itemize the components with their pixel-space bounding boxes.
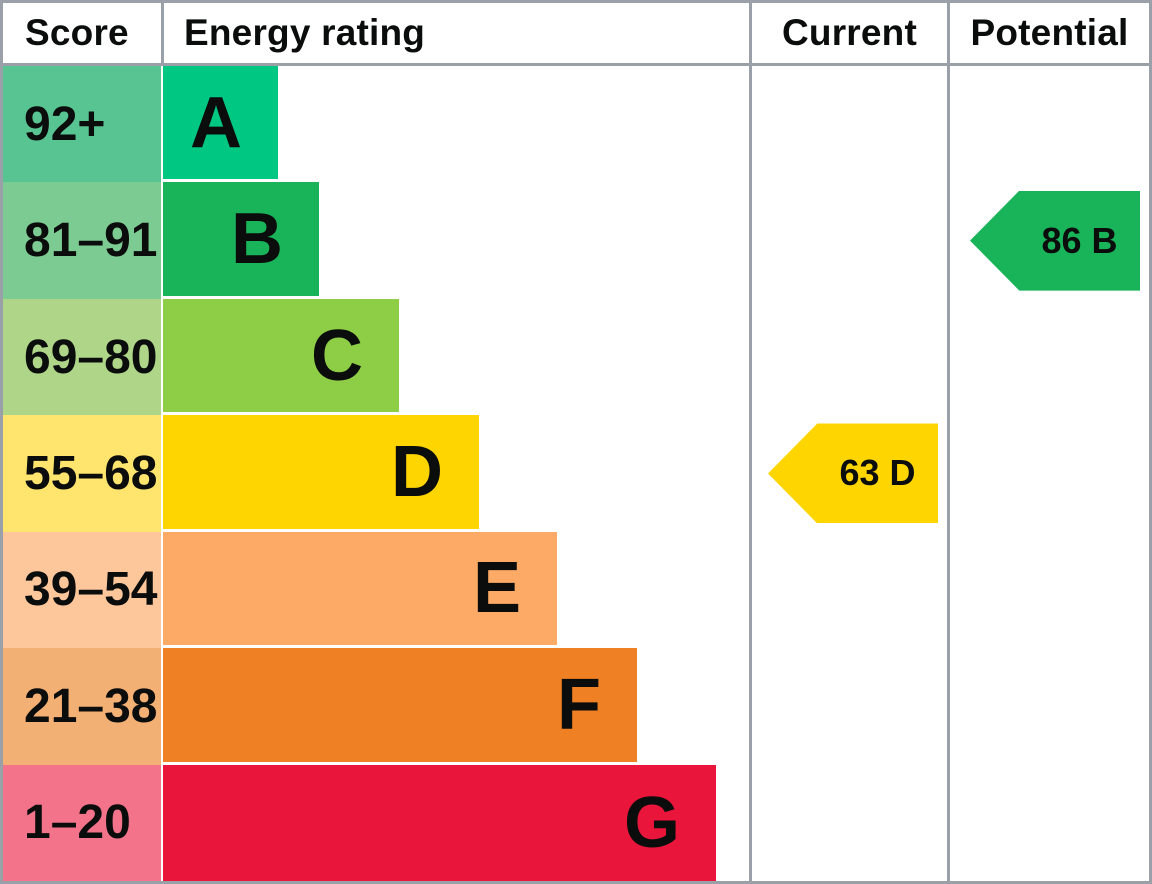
- rating-bar: C: [163, 298, 399, 413]
- header-score-label: Score: [25, 12, 129, 53]
- rating-bar: B: [163, 182, 319, 296]
- band-row-d: 55–68 D: [3, 415, 749, 532]
- current-arrow-label: 63 D: [839, 452, 916, 494]
- header-current: Current: [749, 3, 947, 63]
- potential-column: 86 B: [947, 66, 1149, 881]
- band-row-a: 92+ A: [3, 66, 749, 183]
- current-column: 63 D: [749, 66, 947, 881]
- score-range-label: 81–91: [24, 214, 158, 268]
- rating-letter: A: [190, 82, 242, 163]
- score-range-label: 21–38: [24, 679, 158, 733]
- bar-area: E: [161, 531, 749, 649]
- rating-letter: D: [391, 431, 443, 512]
- rating-letter: E: [472, 548, 521, 629]
- score-cell: 69–80: [3, 298, 161, 416]
- band-row-b: 81–91 B: [3, 182, 749, 299]
- rating-bar: F: [163, 648, 637, 762]
- bar-area: F: [161, 648, 749, 765]
- header-energy-rating-label: Energy rating: [184, 12, 426, 53]
- bar-area: D: [161, 415, 749, 532]
- current-arrow: 63 D: [768, 423, 938, 524]
- rating-bar: D: [163, 415, 479, 529]
- potential-arrow-label: 86 B: [1041, 219, 1118, 261]
- rating-letter: F: [557, 664, 601, 745]
- header-potential: Potential: [947, 3, 1149, 63]
- bar-area: A: [161, 66, 749, 183]
- header-current-label: Current: [781, 12, 918, 53]
- header-potential-label: Potential: [970, 12, 1129, 53]
- score-cell: 92+: [3, 66, 161, 183]
- score-range-label: 92+: [24, 97, 106, 151]
- score-cell: 55–68: [3, 415, 161, 532]
- header-energy-rating: Energy rating: [164, 3, 749, 63]
- rating-letter: G: [623, 782, 680, 863]
- header-row: Score Energy rating Current Potential: [3, 3, 1149, 66]
- score-cell: 39–54: [3, 531, 161, 649]
- band-row-c: 69–80 C: [3, 298, 749, 416]
- header-score: Score: [3, 3, 164, 63]
- potential-arrow: 86 B: [970, 190, 1140, 291]
- score-range-label: 55–68: [24, 446, 158, 500]
- score-range-label: 69–80: [24, 330, 158, 384]
- score-cell: 81–91: [3, 182, 161, 299]
- band-row-g: 1–20 G: [3, 764, 749, 881]
- score-cell: 1–20: [3, 764, 161, 881]
- rating-bar: A: [163, 66, 278, 180]
- band-row-f: 21–38 F: [3, 648, 749, 765]
- rating-bar: G: [163, 764, 716, 881]
- rating-letter: B: [231, 199, 283, 280]
- score-range-label: 1–20: [24, 796, 131, 850]
- rating-letter: C: [311, 315, 363, 396]
- score-cell: 21–38: [3, 648, 161, 765]
- bar-area: B: [161, 182, 749, 299]
- rating-bar: E: [163, 531, 557, 646]
- bar-area: G: [161, 764, 749, 881]
- chart-body: 92+ A 81–91 B 69–80 C 55–68 D 39–54 E 21…: [3, 66, 1149, 881]
- bar-area: C: [161, 298, 749, 416]
- score-range-label: 39–54: [24, 563, 158, 617]
- bands-area: 92+ A 81–91 B 69–80 C 55–68 D 39–54 E 21…: [3, 66, 749, 881]
- band-row-e: 39–54 E: [3, 531, 749, 649]
